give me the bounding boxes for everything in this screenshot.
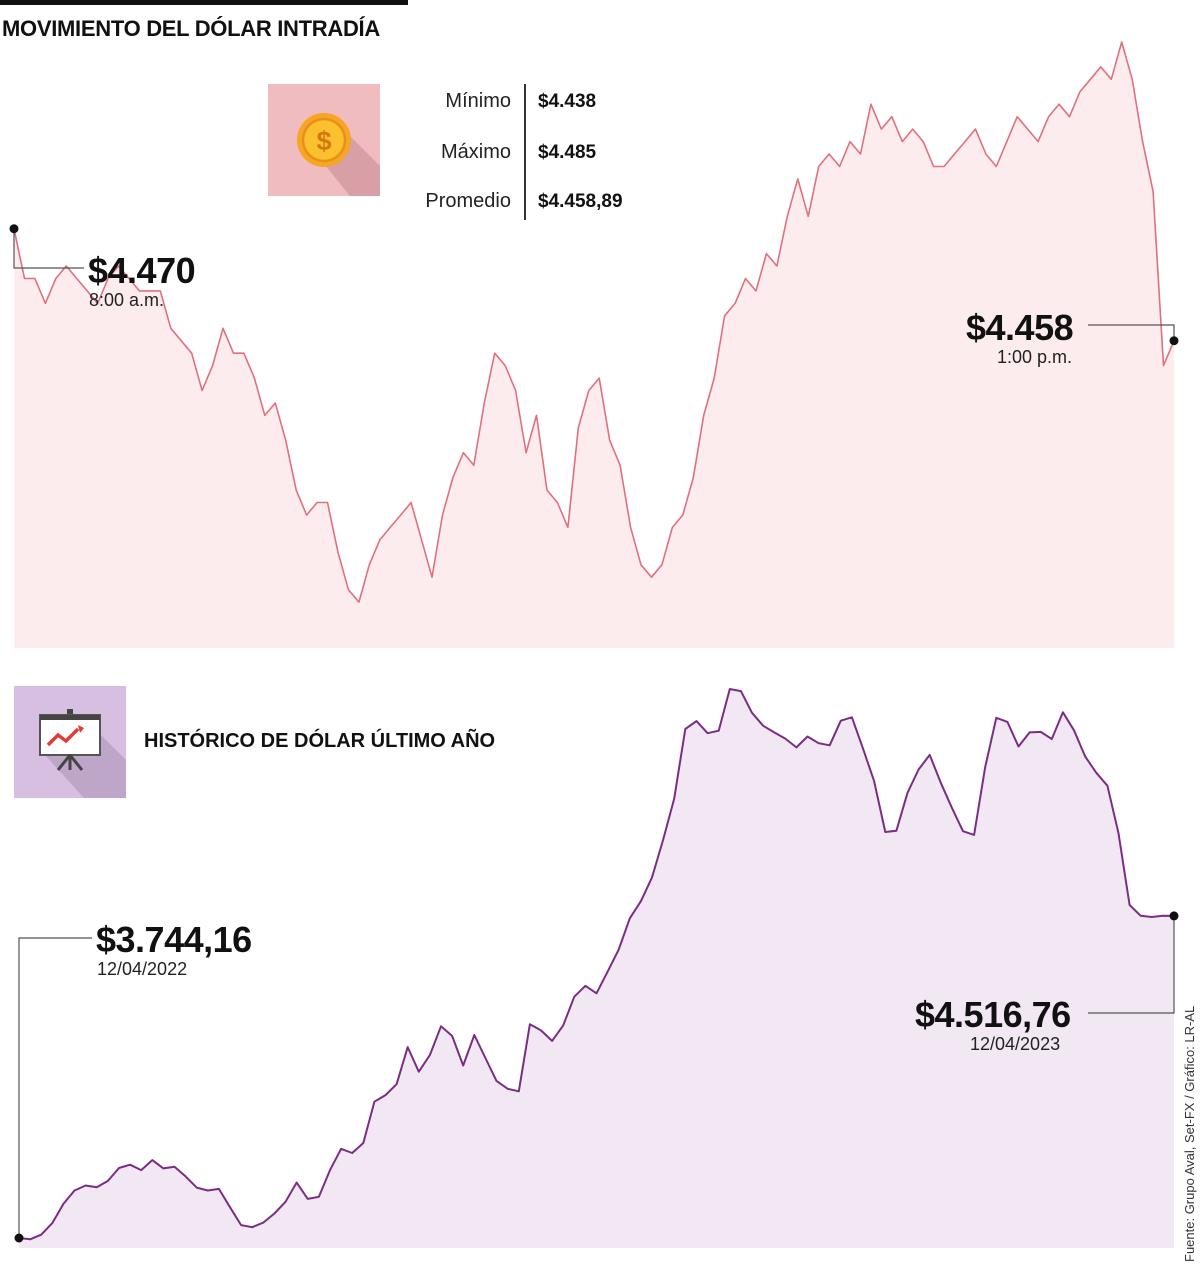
intraday-start-time: 8:00 a.m. [89, 290, 165, 310]
max-value: $4.485 [538, 142, 597, 163]
intraday-chart [9, 41, 1179, 648]
annual-end-price: $4.516,76 [915, 994, 1071, 1035]
intraday-series-line [13, 41, 1175, 603]
stats-divider [524, 84, 526, 220]
intraday-end-point [1169, 336, 1179, 346]
intraday-end-leader [1088, 324, 1175, 341]
intraday-start-point [9, 224, 19, 234]
annual-end-leader [1088, 915, 1175, 1014]
annual-end-date: 12/04/2023 [970, 1034, 1061, 1054]
dollar-coin-icon: $ [268, 84, 380, 196]
avg-label: Promedio [425, 190, 511, 212]
min-value: $4.438 [538, 91, 597, 112]
intraday-area [14, 42, 1174, 648]
max-label: Máximo [440, 141, 511, 163]
source-note: Fuente: Grupo Aval, Set-FX / Gráfico: LR… [1182, 1005, 1197, 1262]
annual-end-point [1169, 911, 1179, 921]
presentation-chart-icon [14, 686, 126, 798]
annual-start-date: 12/04/2022 [97, 959, 188, 979]
svg-text:$: $ [316, 126, 331, 156]
min-label: Mínimo [445, 90, 511, 112]
annual-area [19, 689, 1174, 1248]
annual-series-line [18, 688, 1175, 1241]
annual-chart-title: HISTÓRICO DE DÓLAR ÚLTIMO AÑO [144, 730, 496, 752]
page-title: MOVIMIENTO DEL DÓLAR INTRADÍA [2, 16, 380, 41]
intraday-start-leader [13, 228, 84, 269]
avg-value: $4.458,89 [538, 191, 623, 212]
annual-start-point [14, 1233, 24, 1243]
intraday-end-price: $4.458 [966, 307, 1074, 348]
title-rule [0, 0, 408, 5]
intraday-start-price: $4.470 [88, 250, 196, 291]
annual-start-leader [18, 937, 92, 1238]
annual-start-price: $3.744,16 [96, 919, 252, 960]
intraday-end-time: 1:00 p.m. [997, 347, 1073, 367]
